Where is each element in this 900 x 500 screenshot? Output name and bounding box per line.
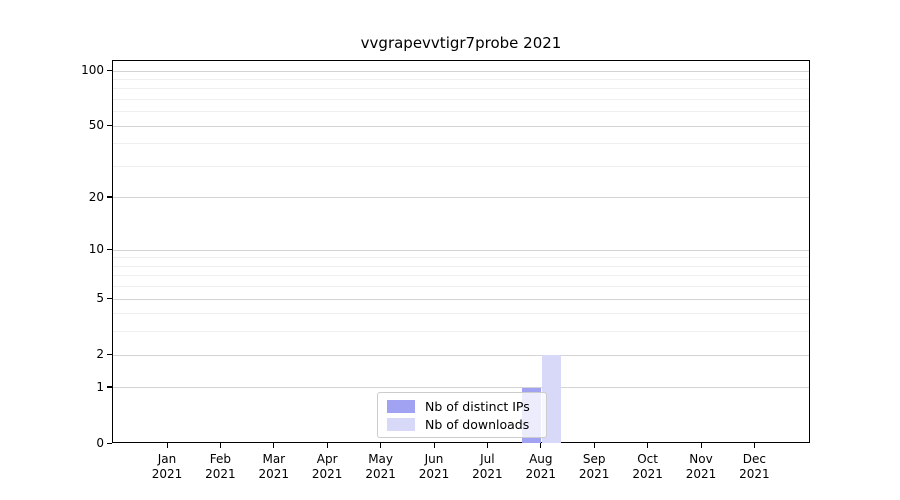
x-axis-tick-label: Oct 2021 bbox=[617, 452, 679, 482]
bar-downloads bbox=[542, 355, 562, 443]
x-tick-mark bbox=[700, 443, 702, 448]
y-axis-tick-label: 100 bbox=[81, 63, 104, 77]
x-axis-tick-label: Jun 2021 bbox=[403, 452, 465, 482]
y-tick-mark bbox=[107, 442, 112, 444]
y-axis-tick-label: 5 bbox=[96, 291, 104, 306]
gridline-major bbox=[113, 249, 809, 251]
gridline-major bbox=[113, 298, 809, 300]
x-axis-tick-label-month: Jan bbox=[157, 452, 177, 466]
x-tick-mark bbox=[593, 443, 595, 448]
legend-label: Nb of downloads bbox=[425, 416, 530, 432]
y-axis-tick-label: 2 bbox=[96, 347, 104, 362]
x-tick-mark bbox=[647, 443, 649, 448]
y-axis-tick-label: 20 bbox=[88, 189, 104, 204]
gridline-minor bbox=[113, 265, 809, 267]
gridline-major bbox=[113, 387, 809, 389]
gridline-minor bbox=[113, 98, 809, 100]
x-axis-tick-label-year: 2021 bbox=[739, 467, 770, 481]
gridline-minor bbox=[113, 313, 809, 315]
y-axis-tick-label: 0 bbox=[96, 436, 104, 450]
x-axis-tick-label-month: Jul bbox=[480, 452, 495, 466]
gridline-minor bbox=[113, 78, 809, 80]
x-axis-tick-label: Nov 2021 bbox=[670, 452, 732, 482]
x-axis-tick-label-month: Jun bbox=[424, 452, 444, 466]
gridline-minor bbox=[113, 88, 809, 90]
x-axis-tick-label-year: 2021 bbox=[525, 467, 557, 481]
x-axis-tick-label-month: Feb bbox=[209, 452, 232, 466]
plot-area: Nb of distinct IPs Nb of downloads bbox=[112, 60, 810, 443]
y-axis-tick-label: 10 bbox=[88, 242, 104, 257]
y-tick-mark bbox=[107, 69, 112, 71]
x-axis-tick-label: Aug 2021 bbox=[510, 452, 572, 482]
legend-item: Nb of distinct IPs bbox=[387, 399, 546, 414]
legend-item: Nb of downloads bbox=[387, 417, 546, 432]
x-tick-mark bbox=[219, 443, 222, 448]
x-axis-tick-label-month: Apr bbox=[316, 452, 338, 466]
x-axis-tick-label-year: 2021 bbox=[418, 467, 450, 481]
x-tick-mark bbox=[380, 443, 382, 448]
x-tick-mark bbox=[486, 443, 489, 448]
x-axis-tick-label: May 2021 bbox=[350, 452, 412, 482]
x-axis-tick-label-year: 2021 bbox=[632, 467, 663, 481]
x-axis-tick-label-year: 2021 bbox=[578, 467, 610, 481]
x-axis-tick-label: Apr 2021 bbox=[296, 452, 358, 482]
y-tick-mark bbox=[107, 196, 112, 198]
gridline-minor bbox=[113, 111, 809, 113]
gridline-minor bbox=[113, 257, 809, 259]
legend-swatch bbox=[387, 417, 415, 431]
x-tick-mark bbox=[273, 443, 275, 448]
y-axis-tick-label: 1 bbox=[96, 379, 104, 394]
x-axis-tick-label-month: Sep bbox=[582, 452, 606, 466]
y-tick-mark bbox=[107, 386, 112, 388]
x-axis-tick-label: Mar 2021 bbox=[243, 452, 305, 482]
legend: Nb of distinct IPs Nb of downloads bbox=[377, 392, 547, 438]
x-axis-tick-label-month: Aug bbox=[529, 452, 553, 466]
x-axis-tick-label-year: 2021 bbox=[151, 467, 183, 481]
x-axis-tick-label-year: 2021 bbox=[472, 467, 503, 481]
x-axis-tick-label-month: Mar bbox=[262, 452, 286, 466]
x-axis-tick-label-year: 2021 bbox=[205, 467, 236, 481]
legend-swatch bbox=[387, 399, 415, 413]
x-axis-tick-label-month: Oct bbox=[637, 452, 658, 466]
gridline-minor bbox=[113, 165, 809, 167]
y-tick-mark bbox=[107, 124, 112, 126]
x-axis-tick-label-year: 2021 bbox=[365, 467, 396, 481]
gridline-major bbox=[113, 197, 809, 199]
gridline-major bbox=[113, 70, 809, 72]
x-axis-tick-label-year: 2021 bbox=[685, 467, 717, 481]
y-tick-mark bbox=[107, 297, 112, 299]
x-axis-tick-label-month: May bbox=[368, 452, 393, 466]
x-tick-mark bbox=[326, 443, 328, 448]
gridline-major bbox=[113, 125, 809, 127]
x-tick-mark bbox=[433, 443, 435, 448]
gridline-minor bbox=[113, 143, 809, 145]
x-tick-mark bbox=[166, 443, 168, 448]
y-axis-tick-label: 50 bbox=[88, 118, 104, 133]
chart-title: vvgrapevvtigr7probe 2021 bbox=[360, 34, 562, 52]
gridline-minor bbox=[113, 286, 809, 288]
x-axis-tick-label: Dec 2021 bbox=[723, 452, 785, 482]
y-tick-mark bbox=[107, 353, 112, 355]
x-tick-mark bbox=[540, 443, 542, 448]
x-axis-tick-label: Jan 2021 bbox=[136, 452, 198, 482]
y-tick-mark bbox=[107, 248, 112, 250]
x-axis-tick-label: Feb 2021 bbox=[189, 452, 251, 482]
x-axis-tick-label: Jul 2021 bbox=[456, 452, 518, 482]
x-axis-tick-label-year: 2021 bbox=[258, 467, 290, 481]
x-tick-mark bbox=[753, 443, 756, 448]
legend-label: Nb of distinct IPs bbox=[425, 398, 530, 414]
gridline-minor bbox=[113, 275, 809, 277]
x-axis-tick-label-month: Nov bbox=[689, 452, 713, 466]
x-axis-tick-label: Sep 2021 bbox=[563, 452, 625, 482]
x-axis-tick-label-year: 2021 bbox=[311, 467, 343, 481]
gridline-major bbox=[113, 354, 809, 356]
gridline-minor bbox=[113, 331, 809, 333]
x-axis-tick-label-month: Dec bbox=[742, 452, 766, 466]
